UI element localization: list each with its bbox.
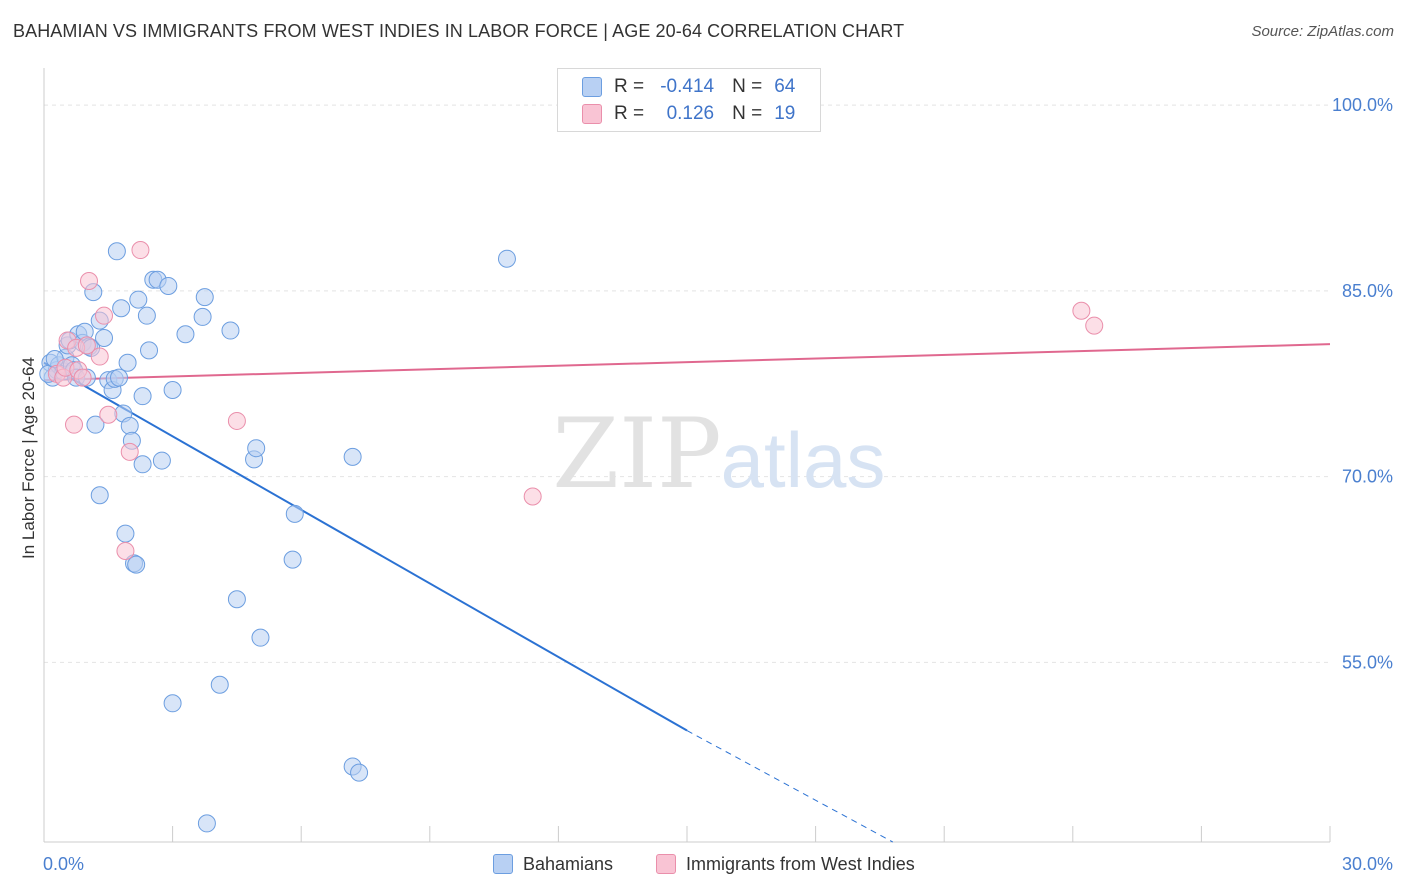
- point-west-indies: [523, 487, 542, 506]
- x-tick-label: 0.0%: [43, 854, 84, 874]
- legend-r-value: -0.414: [660, 76, 715, 97]
- point-west-indies: [1085, 316, 1104, 335]
- point-west-indies: [131, 241, 150, 260]
- point-bahamians: [163, 694, 182, 713]
- point-bahamians: [120, 416, 139, 435]
- point-west-indies: [1072, 301, 1091, 320]
- legend-r-label: R =: [614, 103, 645, 124]
- point-bahamians: [221, 321, 240, 340]
- legend-r-value: 0.126: [666, 103, 715, 124]
- point-bahamians: [497, 249, 516, 268]
- point-bahamians: [86, 415, 105, 434]
- point-west-indies: [120, 442, 139, 461]
- trend-line-bahamians: [43, 361, 688, 732]
- watermark-zip: ZIP: [552, 398, 721, 510]
- point-west-indies: [227, 411, 246, 430]
- point-bahamians: [140, 341, 159, 360]
- point-bahamians: [110, 368, 129, 387]
- point-bahamians: [133, 455, 152, 474]
- y-tick-label: 100.0%: [1332, 95, 1393, 115]
- point-bahamians: [285, 504, 304, 523]
- point-bahamians: [118, 353, 137, 372]
- point-bahamians: [251, 628, 270, 647]
- y-tick-label: 85.0%: [1342, 281, 1393, 301]
- point-west-indies: [73, 368, 92, 387]
- y-tick-label: 70.0%: [1342, 467, 1393, 487]
- axes: [43, 68, 1331, 843]
- bottom-legend-swatch-bahamians: [493, 854, 513, 874]
- legend-n-label: N =: [732, 103, 763, 124]
- legend-r-label: R =: [614, 76, 645, 97]
- point-bahamians: [283, 550, 302, 569]
- source-label: Source: ZipAtlas.com: [1251, 23, 1394, 40]
- point-bahamians: [159, 276, 178, 295]
- trend-line-extension: [686, 730, 893, 843]
- trend-lines: [43, 343, 1331, 843]
- point-bahamians: [90, 486, 109, 505]
- legend-row-bahamians: R = -0.414 N = 64: [582, 74, 795, 100]
- point-bahamians: [133, 387, 152, 406]
- point-bahamians: [210, 675, 229, 694]
- point-bahamians: [197, 814, 216, 833]
- point-west-indies: [99, 405, 118, 424]
- point-bahamians: [343, 447, 362, 466]
- point-west-indies: [116, 541, 135, 560]
- point-bahamians: [227, 590, 246, 609]
- point-bahamians: [95, 328, 114, 347]
- y-tick-label: 55.0%: [1342, 652, 1393, 672]
- legend-n-value: 64: [774, 76, 796, 97]
- x-tick-label: 30.0%: [1342, 854, 1393, 874]
- bottom-legend-bahamians: Bahamians: [493, 852, 613, 876]
- point-bahamians: [112, 299, 131, 318]
- point-west-indies: [80, 272, 99, 291]
- point-bahamians: [137, 306, 156, 325]
- point-bahamians: [195, 288, 214, 307]
- point-bahamians: [107, 242, 126, 261]
- point-bahamians: [127, 555, 146, 574]
- bottom-legend-swatch-west-indies: [656, 854, 676, 874]
- legend-row-west-indies: R = 0.126 N = 19: [582, 101, 795, 127]
- point-west-indies: [95, 306, 114, 325]
- trend-line-west-indies: [43, 343, 1331, 382]
- point-bahamians: [193, 307, 212, 326]
- chart-title: BAHAMIAN VS IMMIGRANTS FROM WEST INDIES …: [13, 21, 905, 41]
- point-bahamians: [176, 325, 195, 344]
- point-bahamians: [129, 290, 148, 309]
- data-points: [39, 241, 1104, 833]
- bottom-legend-label: Bahamians: [523, 853, 614, 874]
- point-west-indies: [77, 336, 96, 355]
- point-west-indies: [65, 415, 84, 434]
- watermark: ZIP atlas: [552, 398, 885, 510]
- point-bahamians: [247, 439, 266, 458]
- grid-lines: [44, 104, 1330, 663]
- tick-labels: 55.0% 70.0% 85.0% 100.0% 0.0% 30.0%: [43, 95, 1393, 874]
- bottom-legend-west-indies: Immigrants from West Indies: [656, 852, 915, 876]
- point-bahamians: [163, 380, 182, 399]
- point-west-indies: [90, 347, 109, 366]
- legend-n-value: 19: [774, 103, 796, 124]
- point-bahamians: [350, 763, 369, 782]
- watermark-atlas: atlas: [721, 416, 886, 504]
- point-bahamians: [152, 451, 171, 470]
- point-bahamians: [116, 524, 135, 543]
- bottom-legend-label: Immigrants from West Indies: [686, 853, 915, 874]
- legend-swatch-west-indies: [582, 104, 602, 124]
- correlation-legend: R = -0.414 N = 64 R = 0.126 N = 19: [557, 68, 821, 132]
- legend-swatch-bahamians: [582, 77, 602, 97]
- legend-n-label: N =: [732, 76, 763, 97]
- y-axis-title: In Labor Force | Age 20-64: [19, 357, 38, 559]
